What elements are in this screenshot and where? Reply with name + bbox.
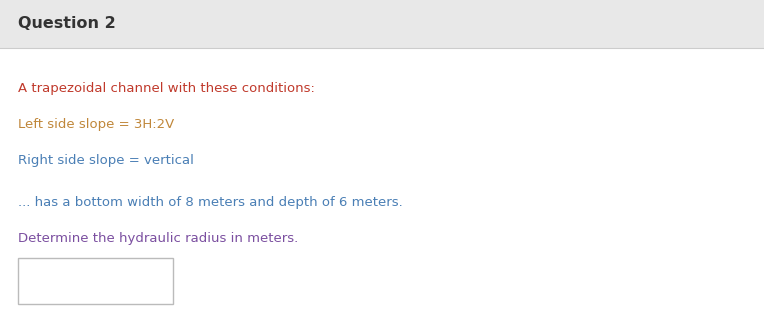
- Text: Determine the hydraulic radius in meters.: Determine the hydraulic radius in meters…: [18, 232, 298, 245]
- Text: A trapezoidal channel with these conditions:: A trapezoidal channel with these conditi…: [18, 82, 315, 95]
- Bar: [18, 258, 173, 304]
- Text: Question 2: Question 2: [18, 16, 116, 32]
- Text: ... has a bottom width of 8 meters and depth of 6 meters.: ... has a bottom width of 8 meters and d…: [18, 196, 403, 209]
- Text: Left side slope = 3H:2V: Left side slope = 3H:2V: [18, 118, 174, 131]
- Bar: [0, 0, 764, 48]
- Text: Right side slope = vertical: Right side slope = vertical: [18, 154, 194, 167]
